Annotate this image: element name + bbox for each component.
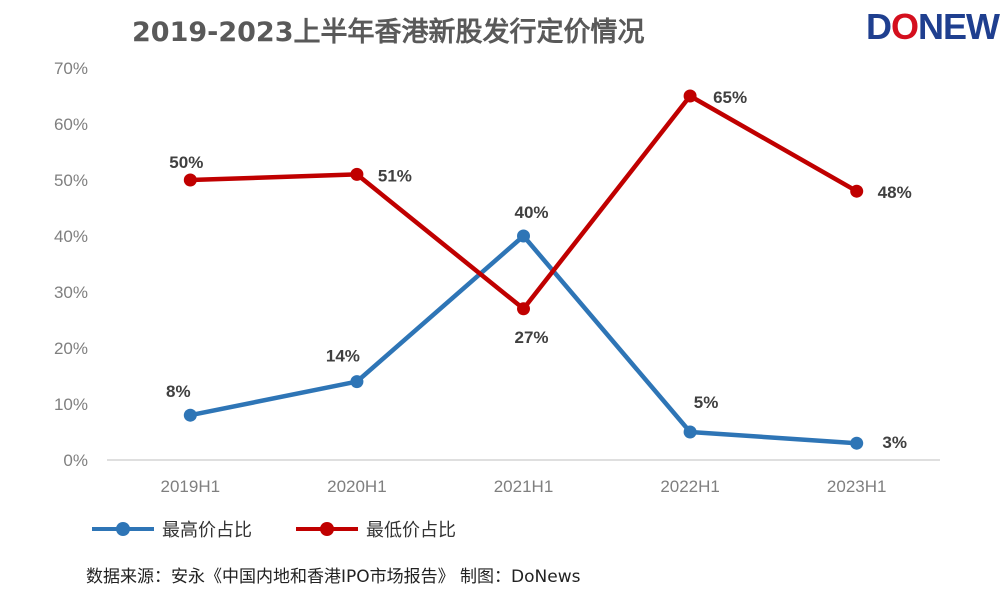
data-point	[350, 167, 364, 181]
data-point	[850, 436, 864, 450]
data-point	[517, 302, 530, 316]
legend-item-max: 最高价占比	[92, 516, 252, 542]
donews-logo: DONEWS	[866, 6, 1000, 48]
x-tick-label: 2023H1	[827, 477, 887, 496]
logo-word-news: NEWS	[918, 6, 1000, 47]
legend-swatch-min	[296, 520, 358, 538]
logo-letter-o: O	[891, 6, 919, 47]
data-label: 14%	[326, 347, 360, 366]
data-point	[683, 89, 697, 103]
x-tick-label: 2021H1	[494, 477, 554, 496]
source-note: 数据来源：安永《中国内地和香港IPO市场报告》 制图：DoNews	[86, 567, 581, 587]
data-label: 50%	[169, 153, 203, 172]
y-tick-label: 30%	[54, 283, 88, 302]
data-label: 40%	[514, 203, 548, 222]
data-label: 65%	[713, 88, 747, 107]
data-label: 51%	[378, 166, 412, 185]
legend-label-max: 最高价占比	[162, 520, 252, 541]
data-point	[683, 425, 697, 439]
y-tick-label: 40%	[54, 227, 88, 246]
series-layer: 8% 14% 40% 5% 3% 50% 51% 27% 65% 48%	[166, 88, 912, 452]
x-tick-label: 2020H1	[327, 477, 387, 496]
data-label: 48%	[878, 183, 912, 202]
data-point	[183, 173, 197, 187]
y-tick-label: 60%	[54, 115, 88, 134]
x-tick-label: 2019H1	[161, 477, 221, 496]
data-label: 3%	[882, 433, 907, 452]
data-label: 8%	[166, 382, 191, 401]
y-tick-label: 10%	[54, 395, 88, 414]
data-label: 5%	[694, 393, 719, 412]
legend-item-min: 最低价占比	[296, 516, 456, 542]
data-point	[183, 408, 197, 422]
y-tick-label: 20%	[54, 339, 88, 358]
chart-title: 2019-2023上半年香港新股发行定价情况	[132, 17, 645, 48]
legend-label-min: 最低价占比	[366, 520, 456, 541]
y-tick-label: 70%	[54, 59, 88, 78]
logo-letter-d: D	[866, 6, 892, 47]
y-tick-label: 0%	[63, 451, 88, 470]
chart-axes: 0% 10% 20% 30% 40% 50% 60% 70% 2019H1 2020H1 2021H…	[54, 59, 940, 496]
data-point	[850, 184, 864, 198]
y-tick-label: 50%	[54, 171, 88, 190]
data-point	[350, 375, 364, 389]
legend-swatch-max	[92, 520, 154, 538]
data-point	[517, 229, 530, 243]
data-label: 27%	[514, 328, 548, 347]
x-tick-label: 2022H1	[660, 477, 720, 496]
